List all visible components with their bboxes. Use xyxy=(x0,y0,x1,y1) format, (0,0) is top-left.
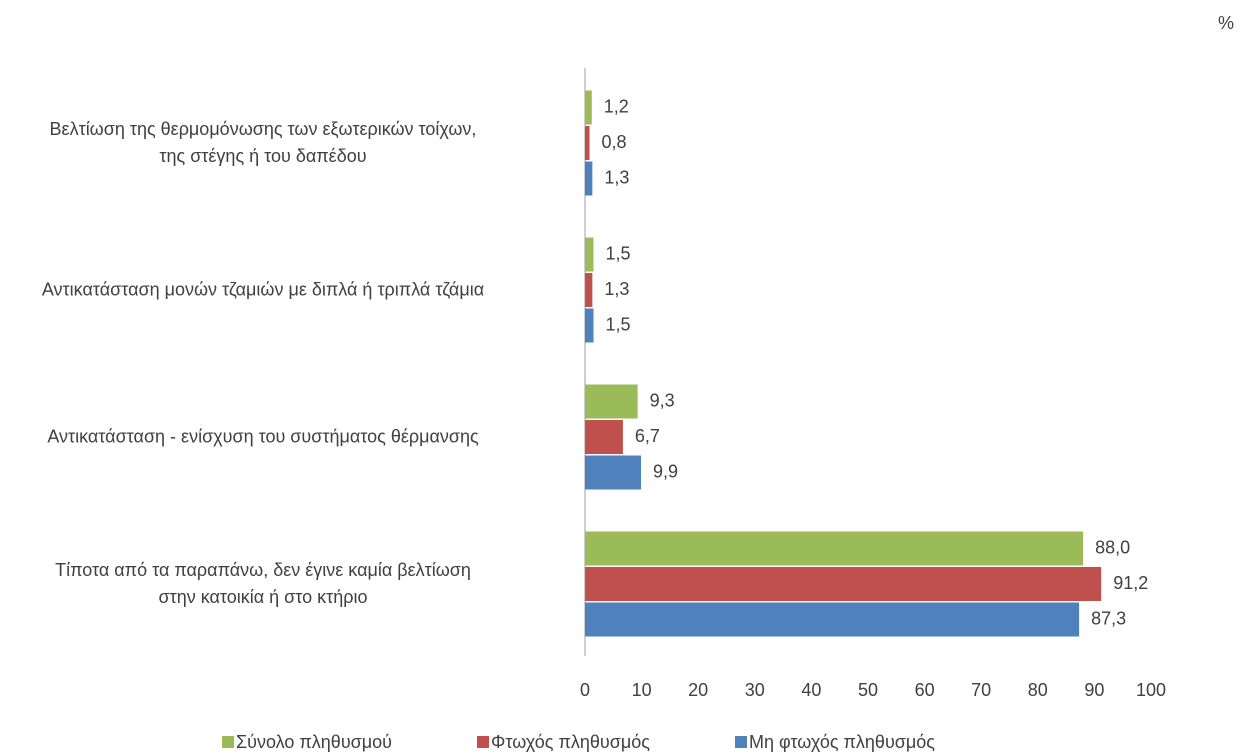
category-label: Βελτίωση της θερμομόνωσης των εξωτερικών… xyxy=(49,119,477,166)
value-label: 1,3 xyxy=(604,167,629,187)
x-tick-label: 20 xyxy=(688,680,708,700)
bar xyxy=(585,531,1084,566)
bar xyxy=(585,420,623,454)
bar xyxy=(585,384,638,419)
value-label: 9,3 xyxy=(650,390,675,410)
x-tick-label: 90 xyxy=(1084,680,1104,700)
legend-label: Σύνολο πληθυσμού xyxy=(236,732,392,752)
category-label: Αντικατάσταση μονών τζαμιών με διπλά ή τ… xyxy=(41,279,485,300)
bar xyxy=(585,237,594,272)
value-label: 91,2 xyxy=(1113,573,1148,593)
value-label: 9,9 xyxy=(653,461,678,481)
x-tick-label: 70 xyxy=(971,680,991,700)
x-tick-label: 50 xyxy=(858,680,878,700)
x-tick-label: 80 xyxy=(1028,680,1048,700)
x-tick-label: 40 xyxy=(801,680,821,700)
bar xyxy=(585,90,592,125)
bar xyxy=(585,602,1080,637)
value-label: 1,2 xyxy=(604,96,629,116)
value-label: 6,7 xyxy=(635,426,660,446)
bar xyxy=(585,567,1102,601)
value-label: 1,5 xyxy=(605,243,630,263)
legend-label: Μη φτωχός πληθυσμός xyxy=(749,732,935,752)
x-tick-label: 10 xyxy=(632,680,652,700)
value-label: 87,3 xyxy=(1091,608,1126,628)
value-label: 88,0 xyxy=(1095,537,1130,557)
bar xyxy=(585,308,594,343)
bar xyxy=(585,161,593,196)
legend-swatch xyxy=(477,736,489,748)
legend-swatch xyxy=(222,736,234,748)
bar xyxy=(585,455,642,490)
unit-label: % xyxy=(1218,13,1234,33)
value-label: 0,8 xyxy=(602,132,627,152)
bar xyxy=(585,273,593,307)
value-label: 1,3 xyxy=(604,279,629,299)
legend-swatch xyxy=(735,736,747,748)
x-tick-label: 60 xyxy=(915,680,935,700)
value-label: 1,5 xyxy=(605,314,630,334)
bar xyxy=(585,126,590,160)
x-tick-label: 30 xyxy=(745,680,765,700)
x-tick-label: 0 xyxy=(580,680,590,700)
category-label: Τίποτα από τα παραπάνω, δεν έγινε καμία … xyxy=(55,560,471,607)
category-label: Αντικατάσταση - ενίσχυση του συστήματος … xyxy=(47,426,479,447)
legend-label: Φτωχός πληθυσμός xyxy=(491,732,650,752)
x-tick-label: 100 xyxy=(1136,680,1166,700)
